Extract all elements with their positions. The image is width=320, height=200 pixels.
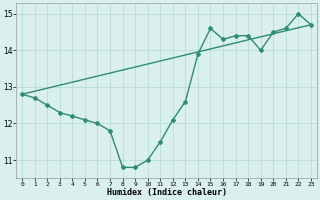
X-axis label: Humidex (Indice chaleur): Humidex (Indice chaleur) bbox=[107, 188, 227, 197]
